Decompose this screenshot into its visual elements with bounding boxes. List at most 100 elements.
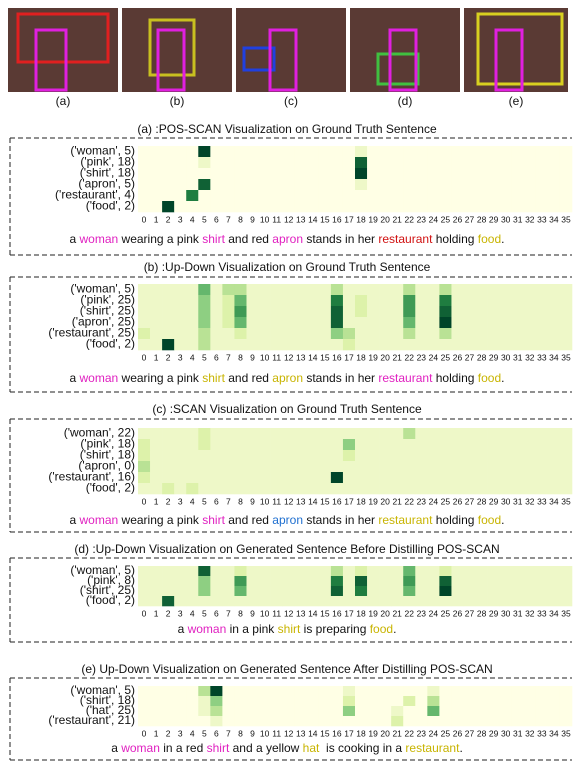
heat-cell bbox=[150, 295, 162, 306]
heat-cell bbox=[488, 179, 500, 190]
heat-cell bbox=[464, 716, 476, 726]
heat-cell bbox=[319, 686, 331, 696]
heat-cell bbox=[319, 472, 331, 483]
heat-cell bbox=[488, 716, 500, 726]
column-label: 35 bbox=[561, 496, 571, 506]
heat-cell bbox=[259, 295, 271, 306]
heat-cell bbox=[138, 317, 150, 328]
heat-cell bbox=[259, 706, 271, 716]
heat-cell bbox=[379, 168, 391, 179]
heat-cell bbox=[439, 472, 451, 483]
heat-cell bbox=[283, 439, 295, 450]
column-label: 32 bbox=[525, 496, 535, 506]
column-label: 11 bbox=[272, 728, 281, 738]
heat-cell bbox=[198, 146, 210, 157]
heat-cell bbox=[464, 586, 476, 596]
heat-cell bbox=[548, 295, 560, 306]
heat-cell bbox=[138, 190, 150, 201]
heat-cell bbox=[391, 686, 403, 696]
sentence: a woman wearing a pink shirt and red apr… bbox=[70, 513, 505, 527]
heat-cell bbox=[500, 168, 512, 179]
heat-cell bbox=[379, 201, 391, 212]
heat-cell bbox=[427, 317, 439, 328]
heat-cell bbox=[210, 306, 222, 317]
heat-cell bbox=[174, 428, 186, 439]
sentence-word: a bbox=[178, 622, 188, 636]
heat-cell bbox=[379, 483, 391, 494]
heat-cell bbox=[488, 686, 500, 696]
column-label: 8 bbox=[238, 728, 243, 738]
heat-cell bbox=[379, 284, 391, 295]
heat-cell bbox=[536, 566, 548, 576]
column-label: 25 bbox=[441, 496, 451, 506]
heat-cell bbox=[234, 483, 246, 494]
heat-cell bbox=[138, 450, 150, 461]
heat-cell bbox=[198, 472, 210, 483]
heat-cell bbox=[210, 483, 222, 494]
heat-cell bbox=[271, 596, 283, 606]
heat-cell bbox=[403, 295, 415, 306]
heat-cell bbox=[524, 157, 536, 168]
heat-cell bbox=[415, 576, 427, 586]
heat-cell bbox=[403, 328, 415, 339]
heat-cell bbox=[162, 566, 174, 576]
heat-cell bbox=[331, 696, 343, 706]
column-label: 30 bbox=[501, 728, 511, 738]
sentence-word: . bbox=[501, 232, 504, 246]
heat-cell bbox=[150, 190, 162, 201]
heat-cell bbox=[403, 317, 415, 328]
heat-cell bbox=[439, 146, 451, 157]
column-label: 7 bbox=[226, 728, 231, 738]
column-label: 15 bbox=[320, 608, 330, 618]
heat-cell bbox=[295, 461, 307, 472]
heat-cell bbox=[174, 439, 186, 450]
heat-cell bbox=[222, 306, 234, 317]
column-label: 16 bbox=[332, 352, 342, 362]
heat-cell bbox=[464, 190, 476, 201]
heat-cell bbox=[222, 706, 234, 716]
heat-cell bbox=[343, 576, 355, 586]
heat-cell bbox=[439, 576, 451, 586]
heat-cell bbox=[524, 190, 536, 201]
heat-cell bbox=[439, 179, 451, 190]
heat-cell bbox=[210, 146, 222, 157]
heat-cell bbox=[174, 317, 186, 328]
heat-cell bbox=[198, 696, 210, 706]
sentence-word: apron bbox=[272, 371, 303, 385]
heat-cell bbox=[500, 428, 512, 439]
heat-cell bbox=[500, 179, 512, 190]
heat-cell bbox=[186, 686, 198, 696]
heat-cell bbox=[367, 201, 379, 212]
column-label: 28 bbox=[477, 608, 487, 618]
heat-cell bbox=[415, 306, 427, 317]
heat-cell bbox=[367, 439, 379, 450]
heat-cell bbox=[464, 439, 476, 450]
heat-cell bbox=[247, 696, 259, 706]
heat-cell bbox=[548, 706, 560, 716]
heat-cell bbox=[307, 566, 319, 576]
heat-cell bbox=[138, 596, 150, 606]
heat-cell bbox=[379, 190, 391, 201]
heat-cell bbox=[451, 317, 463, 328]
column-label: 11 bbox=[272, 352, 281, 362]
heat-cell bbox=[355, 190, 367, 201]
heat-cell bbox=[379, 596, 391, 606]
heat-cell bbox=[138, 295, 150, 306]
column-label: 23 bbox=[417, 214, 427, 224]
heat-cell bbox=[307, 339, 319, 350]
column-label: 9 bbox=[250, 496, 255, 506]
heat-cell bbox=[524, 450, 536, 461]
column-label: 1 bbox=[154, 728, 159, 738]
heat-cell bbox=[548, 716, 560, 726]
heat-cell bbox=[307, 190, 319, 201]
heat-cell bbox=[500, 706, 512, 716]
heat-cell bbox=[427, 428, 439, 439]
heat-cell bbox=[271, 168, 283, 179]
heat-cell bbox=[283, 317, 295, 328]
photo bbox=[464, 8, 568, 92]
heat-cell bbox=[210, 284, 222, 295]
column-label: 2 bbox=[166, 728, 171, 738]
heat-cell bbox=[186, 586, 198, 596]
heat-cell bbox=[536, 157, 548, 168]
heat-cell bbox=[174, 483, 186, 494]
